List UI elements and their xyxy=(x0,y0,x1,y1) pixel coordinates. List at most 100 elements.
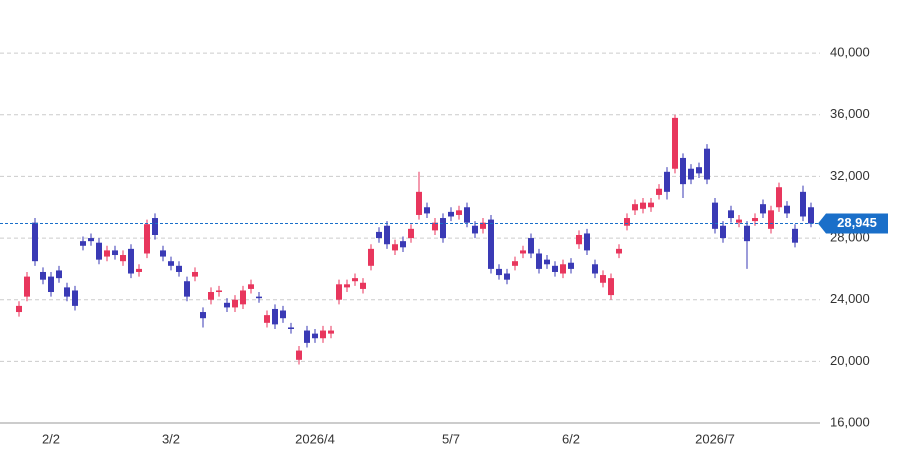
candle-body xyxy=(424,207,430,214)
candle-body xyxy=(112,250,118,256)
y-tick-label: 40,000 xyxy=(830,45,870,60)
candle-body xyxy=(120,255,126,262)
candle-body xyxy=(536,253,542,269)
candle-body xyxy=(296,350,302,360)
candle-body xyxy=(104,250,110,257)
candle-body xyxy=(64,287,70,297)
candle-body xyxy=(200,312,206,319)
candle-body xyxy=(280,310,286,319)
candle-body xyxy=(224,302,230,308)
candle-body xyxy=(400,241,406,248)
candle-body xyxy=(696,167,702,174)
candle-body xyxy=(328,330,334,334)
candle-body xyxy=(384,225,390,245)
candle-body xyxy=(736,219,742,223)
candle-body xyxy=(416,191,422,215)
candle-body xyxy=(600,275,606,283)
last-price-tag xyxy=(818,213,888,234)
candle-body xyxy=(96,242,102,260)
x-tick-label: 3/2 xyxy=(162,431,180,446)
candle-body xyxy=(512,261,518,266)
candle-body xyxy=(128,248,134,274)
candle-body xyxy=(456,210,462,215)
candle-body xyxy=(592,264,598,274)
candle-body xyxy=(544,259,550,265)
x-tick-label: 6/2 xyxy=(562,431,580,446)
y-tick-label: 20,000 xyxy=(830,353,870,368)
candle-body xyxy=(464,207,470,223)
candle-body xyxy=(248,284,254,289)
candle-body xyxy=(48,276,54,293)
candle-body xyxy=(256,296,262,299)
candle-body xyxy=(304,330,310,343)
candle-body xyxy=(584,233,590,251)
candle-body xyxy=(808,207,814,224)
candle-body xyxy=(688,168,694,180)
candle-body xyxy=(616,248,622,254)
y-tick-label: 24,000 xyxy=(830,291,870,306)
candle-body xyxy=(344,284,350,288)
candle-body xyxy=(144,224,150,254)
x-tick-label: 5/7 xyxy=(442,431,460,446)
candle-body xyxy=(432,222,438,231)
candle-body xyxy=(136,268,142,272)
candle-body xyxy=(680,157,686,185)
candle-body xyxy=(392,244,398,251)
candle-body xyxy=(672,117,678,169)
candle-body xyxy=(488,219,494,269)
candle-body xyxy=(272,308,278,325)
candle-body xyxy=(168,261,174,266)
candle-body xyxy=(320,330,326,339)
candle-body xyxy=(576,234,582,245)
x-tick-label: 2026/7 xyxy=(695,431,735,446)
candle-body xyxy=(776,187,782,208)
candle-body xyxy=(648,202,654,208)
candle-body xyxy=(216,290,222,293)
candle-body xyxy=(528,238,534,254)
candle-body xyxy=(792,228,798,243)
candle-body xyxy=(312,333,318,339)
candle-body xyxy=(88,238,94,242)
candle-body xyxy=(352,278,358,282)
candle-body xyxy=(520,250,526,254)
candle-body xyxy=(760,204,766,214)
candle-body xyxy=(24,276,30,297)
y-tick-label: 16,000 xyxy=(830,414,870,429)
candle-body xyxy=(560,264,566,274)
candle-body xyxy=(440,218,446,239)
candle-body xyxy=(264,315,270,323)
candle-body xyxy=(160,250,166,257)
candle-body xyxy=(408,228,414,239)
candle-body xyxy=(768,210,774,229)
candle-body xyxy=(472,225,478,234)
y-tick-label: 36,000 xyxy=(830,106,870,121)
candle-body xyxy=(336,284,342,300)
candle-body xyxy=(80,241,86,246)
candle-body xyxy=(360,282,366,289)
candle-body xyxy=(632,204,638,211)
candle-body xyxy=(56,270,62,279)
candle-body xyxy=(704,148,710,180)
candle-body xyxy=(152,218,158,235)
candle-body xyxy=(664,171,670,192)
candle-body xyxy=(208,292,214,300)
candle-body xyxy=(376,231,382,239)
candle-body xyxy=(504,273,510,280)
candle-body xyxy=(72,290,78,306)
candle-body xyxy=(608,278,614,296)
candle-body xyxy=(288,327,294,329)
candle-body xyxy=(800,191,806,217)
y-tick-label: 32,000 xyxy=(830,168,870,183)
candle-body xyxy=(176,265,182,272)
candle-body xyxy=(192,271,198,277)
candle-body xyxy=(448,211,454,217)
candle-body xyxy=(744,225,750,242)
candle-body xyxy=(32,222,38,262)
candle-body xyxy=(184,281,190,297)
last-price-label: 28,945 xyxy=(837,215,877,230)
candle-body xyxy=(568,262,574,269)
candle-body xyxy=(240,290,246,305)
candle-body xyxy=(656,188,662,195)
candle-body xyxy=(552,265,558,272)
